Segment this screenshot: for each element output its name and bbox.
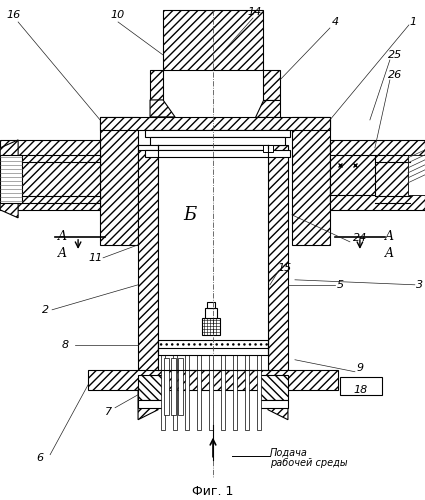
Text: 4: 4	[332, 17, 338, 27]
Text: 6: 6	[37, 452, 44, 462]
Text: 18: 18	[354, 384, 368, 394]
Bar	[138, 145, 268, 150]
Text: 25: 25	[388, 50, 402, 60]
Bar	[340, 376, 382, 394]
Bar	[202, 318, 220, 335]
Text: рабочей среды: рабочей среды	[270, 458, 348, 468]
Bar	[207, 302, 215, 308]
Bar	[260, 400, 288, 407]
Bar	[100, 117, 330, 130]
Bar	[209, 355, 213, 430]
Bar	[330, 155, 375, 195]
Bar	[138, 145, 158, 374]
Bar	[205, 308, 217, 318]
Text: 1: 1	[409, 17, 416, 27]
Bar	[145, 150, 290, 157]
Bar	[185, 355, 189, 430]
Text: 24: 24	[353, 233, 367, 243]
Bar	[330, 140, 425, 210]
Bar	[178, 358, 183, 414]
Text: A: A	[385, 230, 394, 243]
Bar	[0, 155, 22, 203]
Polygon shape	[150, 100, 175, 117]
Bar	[221, 355, 225, 430]
Text: 5: 5	[336, 280, 343, 290]
Text: 15: 15	[278, 263, 292, 273]
Bar	[138, 400, 165, 407]
Bar	[257, 355, 261, 430]
Text: 10: 10	[111, 10, 125, 20]
Polygon shape	[268, 390, 288, 420]
Bar	[173, 355, 177, 430]
Text: 7: 7	[105, 406, 112, 416]
Bar	[0, 140, 100, 210]
Text: 14: 14	[248, 7, 262, 17]
Bar	[161, 355, 165, 430]
Bar	[145, 130, 290, 137]
Polygon shape	[138, 390, 158, 420]
Bar	[245, 355, 249, 430]
Polygon shape	[150, 70, 163, 100]
Bar	[164, 358, 169, 414]
Bar	[263, 145, 273, 152]
Bar	[150, 137, 285, 145]
Text: A: A	[385, 248, 394, 260]
Polygon shape	[263, 70, 280, 100]
Bar	[233, 355, 237, 430]
Text: A: A	[58, 248, 67, 260]
Polygon shape	[255, 100, 280, 117]
Text: 11: 11	[88, 253, 102, 263]
Text: Фиг. 1: Фиг. 1	[192, 485, 234, 498]
Bar	[197, 355, 201, 430]
Text: 8: 8	[62, 340, 69, 350]
Bar	[138, 374, 165, 400]
Bar	[408, 155, 425, 195]
Bar	[163, 10, 263, 70]
Text: 3: 3	[416, 280, 423, 290]
Text: 2: 2	[42, 305, 49, 315]
Bar	[158, 340, 268, 350]
Bar	[171, 358, 176, 414]
Text: 26: 26	[388, 70, 402, 80]
Text: A: A	[58, 230, 67, 243]
Bar	[88, 370, 338, 390]
Bar	[260, 374, 288, 400]
Text: Подача: Подача	[270, 448, 308, 458]
Bar	[158, 348, 268, 355]
Bar	[158, 145, 268, 374]
Polygon shape	[0, 140, 18, 218]
Bar	[292, 117, 330, 245]
Bar	[100, 117, 138, 245]
Text: 9: 9	[356, 362, 363, 372]
Bar	[268, 145, 288, 374]
Text: Б: Б	[184, 206, 197, 224]
Text: 16: 16	[6, 10, 20, 20]
